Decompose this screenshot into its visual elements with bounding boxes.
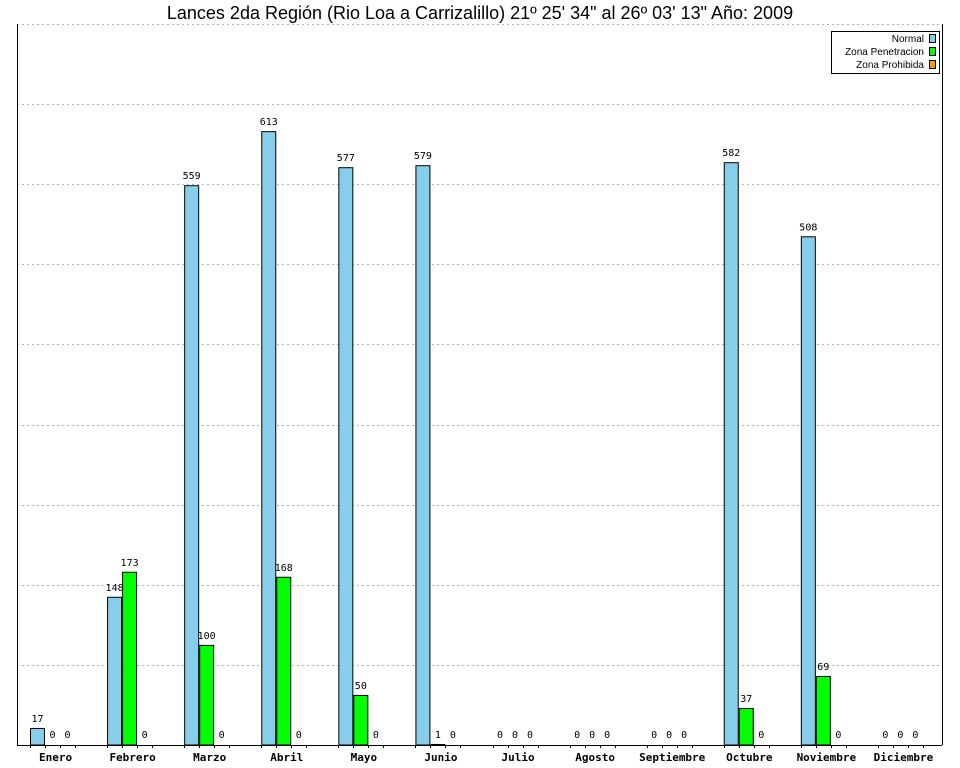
- data-label: 0: [681, 730, 687, 741]
- bar-zona-penetracion: [199, 644, 215, 746]
- chart-title: Lances 2da Región (Rio Loa a Carrizalill…: [167, 3, 793, 23]
- x-tick-label: Julio: [501, 751, 534, 764]
- legend-swatch: [929, 34, 936, 43]
- data-label: 0: [49, 730, 55, 741]
- x-tick-label: Enero: [39, 751, 72, 764]
- data-label: 0: [912, 730, 918, 741]
- x-tick-label: Septiembre: [639, 751, 706, 764]
- x-tick-label: Febrero: [109, 751, 156, 764]
- legend-box: [831, 31, 940, 74]
- legend-label: Zona Penetracion: [845, 47, 924, 58]
- data-label: 0: [219, 730, 225, 741]
- x-tick-label: Noviembre: [797, 751, 857, 764]
- bar-normal: [107, 596, 123, 746]
- bar-zona-penetracion: [815, 675, 831, 746]
- data-label: 0: [497, 730, 503, 741]
- data-label: 579: [414, 151, 432, 162]
- data-label: 582: [722, 148, 740, 159]
- data-label: 0: [574, 730, 580, 741]
- data-label: 100: [198, 631, 216, 642]
- data-label: 1: [435, 730, 441, 741]
- x-tick-label: Agosto: [575, 751, 615, 764]
- data-label: 17: [31, 714, 43, 725]
- data-label: 0: [527, 730, 533, 741]
- data-label: 0: [373, 730, 379, 741]
- bar-zona-penetracion: [276, 576, 292, 746]
- x-tick-label: Marzo: [193, 751, 226, 764]
- bar-normal: [723, 162, 739, 746]
- data-label: 148: [106, 583, 124, 594]
- data-label: 508: [799, 222, 817, 233]
- legend: Normal Zona Penetracion Zona Prohibida: [831, 31, 940, 74]
- bar-zona-penetracion: [122, 571, 138, 746]
- bar-zona-penetracion: [430, 743, 446, 746]
- data-label: 0: [450, 730, 456, 741]
- data-label: 69: [817, 662, 829, 673]
- x-tick-label: Octubre: [726, 751, 773, 764]
- data-label: 168: [275, 563, 293, 574]
- data-label: 559: [183, 171, 201, 182]
- data-label: 0: [882, 730, 888, 741]
- data-label: 613: [260, 117, 278, 128]
- bar-normal: [415, 165, 431, 746]
- bar-normal: [30, 727, 45, 746]
- bars: [30, 131, 831, 746]
- data-label: 50: [355, 681, 367, 692]
- x-tick-label: Junio: [424, 751, 457, 764]
- axes: [17, 24, 943, 748]
- data-label: 0: [296, 730, 302, 741]
- data-label: 0: [604, 730, 610, 741]
- x-tick-labels: Enero Febrero Marzo Abril Mayo Junio Julio Agos…: [39, 751, 934, 764]
- bar-normal: [261, 131, 277, 746]
- data-label: 0: [758, 730, 764, 741]
- data-label: 577: [337, 153, 355, 164]
- data-label: 37: [740, 694, 752, 705]
- bar-normal: [338, 167, 354, 746]
- bar-normal: [184, 185, 200, 746]
- legend-label: Normal: [892, 34, 924, 45]
- bar-normal: [800, 236, 816, 746]
- bar-zona-penetracion: [738, 707, 754, 746]
- data-label: 0: [835, 730, 841, 741]
- legend-swatch: [929, 47, 936, 56]
- data-label: 0: [666, 730, 672, 741]
- data-label: 173: [121, 558, 139, 569]
- legend-swatch: [929, 60, 936, 69]
- bar-zona-penetracion: [353, 694, 369, 746]
- data-label: 0: [897, 730, 903, 741]
- data-label: 0: [651, 730, 657, 741]
- data-label: 0: [589, 730, 595, 741]
- data-label: 0: [64, 730, 70, 741]
- x-tick-label: Diciembre: [874, 751, 934, 764]
- x-tick-label: Mayo: [351, 751, 378, 764]
- x-tick-label: Abril: [270, 751, 303, 764]
- legend-label: Zona Prohibida: [856, 60, 924, 71]
- data-label: 0: [512, 730, 518, 741]
- data-label: 0: [142, 730, 148, 741]
